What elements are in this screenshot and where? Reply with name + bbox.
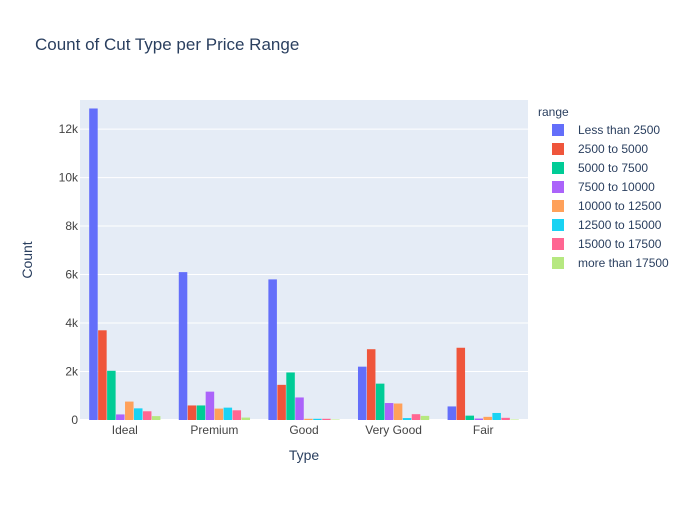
legend-label: more than 17500: [578, 256, 669, 270]
x-tick-label: Very Good: [365, 423, 422, 437]
legend-swatch: [552, 257, 564, 269]
legend-swatch: [552, 162, 564, 174]
legend-label: 15000 to 17500: [578, 237, 662, 251]
y-axis-title: Count: [19, 241, 35, 278]
chart-title: Count of Cut Type per Price Range: [35, 35, 299, 54]
legend-title: range: [538, 105, 569, 119]
x-tick-label: Premium: [190, 423, 238, 437]
legend-label: 2500 to 5000: [578, 142, 648, 156]
bar[interactable]: [474, 419, 483, 420]
legend-swatch: [552, 200, 564, 212]
bar[interactable]: [492, 413, 501, 420]
bar[interactable]: [268, 279, 277, 420]
bar[interactable]: [466, 416, 475, 420]
bar[interactable]: [277, 385, 286, 420]
bar[interactable]: [125, 402, 134, 420]
x-tick-label: Ideal: [112, 423, 138, 437]
x-tick-label: Good: [289, 423, 318, 437]
bar[interactable]: [385, 403, 394, 420]
bar[interactable]: [421, 416, 430, 420]
bar[interactable]: [206, 392, 215, 420]
legend-label: 10000 to 12500: [578, 199, 662, 213]
y-tick-label: 6k: [65, 268, 79, 282]
bar[interactable]: [116, 414, 125, 420]
y-tick-label: 12k: [59, 122, 79, 136]
bar[interactable]: [295, 397, 304, 420]
bar[interactable]: [143, 411, 152, 420]
bar[interactable]: [376, 384, 385, 420]
x-axis-title: Type: [289, 447, 320, 463]
bar[interactable]: [286, 372, 295, 420]
y-tick-label: 8k: [65, 219, 79, 233]
bar[interactable]: [179, 272, 188, 420]
bar[interactable]: [403, 418, 412, 420]
bar[interactable]: [367, 349, 376, 420]
legend-swatch: [552, 181, 564, 193]
bar[interactable]: [483, 417, 492, 420]
y-tick-label: 2k: [65, 365, 79, 379]
bar[interactable]: [448, 406, 457, 420]
bar[interactable]: [107, 371, 116, 420]
bar[interactable]: [412, 414, 421, 420]
legend-swatch: [552, 219, 564, 231]
bar[interactable]: [322, 419, 331, 420]
bar[interactable]: [242, 418, 251, 420]
bar[interactable]: [501, 418, 510, 420]
y-tick-label: 10k: [59, 171, 79, 185]
bar[interactable]: [197, 405, 206, 420]
bar[interactable]: [215, 409, 224, 420]
legend-label: 7500 to 10000: [578, 180, 655, 194]
bar[interactable]: [394, 404, 403, 420]
legend-label: 5000 to 7500: [578, 161, 648, 175]
legend-swatch: [552, 143, 564, 155]
bar[interactable]: [224, 408, 233, 420]
y-tick-label: 0: [71, 413, 78, 427]
bar[interactable]: [152, 416, 161, 420]
bar[interactable]: [313, 419, 322, 420]
bar[interactable]: [98, 330, 107, 420]
legend-swatch: [552, 238, 564, 250]
bar[interactable]: [233, 410, 242, 420]
bar[interactable]: [188, 405, 197, 420]
legend: range Less than 2500 2500 to 5000 5000 to …: [538, 105, 669, 270]
bar[interactable]: [304, 419, 313, 420]
bar[interactable]: [89, 108, 98, 420]
x-tick-label: Fair: [473, 423, 494, 437]
bar[interactable]: [134, 408, 143, 420]
legend-label: 12500 to 15000: [578, 218, 662, 232]
legend-swatch: [552, 124, 564, 136]
bar[interactable]: [358, 367, 367, 420]
legend-label: Less than 2500: [578, 123, 660, 137]
y-tick-label: 4k: [65, 316, 79, 330]
bar[interactable]: [457, 348, 466, 420]
